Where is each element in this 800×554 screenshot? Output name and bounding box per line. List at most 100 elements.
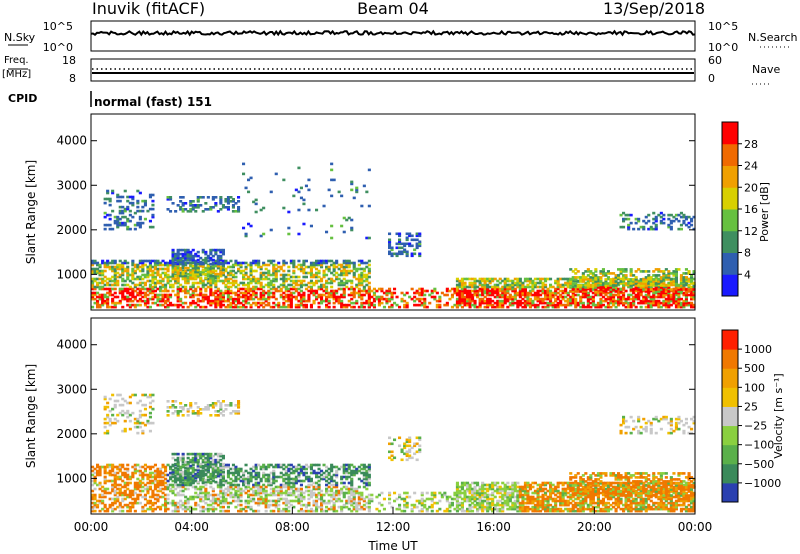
heatmap-cell [340,475,344,479]
heatmap-cell [262,305,266,309]
heatmap-cell [662,284,666,287]
heatmap-cell [619,280,623,283]
heatmap-cell [126,291,130,295]
heatmap-cell [340,263,344,267]
heatmap-cell [438,305,442,309]
heatmap-cell [249,277,253,281]
heatmap-cell [302,299,306,303]
heatmap-cell [632,295,636,299]
heatmap-cell [159,467,163,471]
heatmap-cell [312,273,316,277]
heatmap-cell [219,289,223,293]
heatmap-cell [692,284,696,287]
heatmap-cell [599,270,603,273]
heatmap-cell [209,493,213,497]
heatmap-cell [143,303,147,307]
heatmap-cell [91,501,95,505]
heatmap-cell [649,288,653,291]
heatmap-cell [307,479,311,483]
heatmap-cell [322,289,326,293]
heatmap-cell [254,493,258,497]
heatmap-cell [639,305,643,309]
heatmap-cell [264,291,268,295]
heatmap-cell [654,227,658,231]
heatmap-cell [121,505,125,509]
heatmap-cell [294,275,298,279]
heatmap-cell [531,281,535,285]
heatmap-cell [335,485,339,489]
heatmap-cell [528,293,532,297]
heatmap-cell [669,278,673,281]
heatmap-cell [116,487,120,491]
heatmap-cell [513,297,517,301]
heatmap-cell [287,481,291,485]
heatmap-cell [269,503,273,507]
heatmap-cell [544,279,548,283]
heatmap-cell [531,293,535,297]
heatmap-cell [128,219,132,223]
heatmap-cell [360,289,364,293]
heatmap-cell [664,290,668,293]
heatmap-cell [350,281,354,285]
heatmap-cell [337,287,341,291]
heatmap-cell [191,272,195,276]
heatmap-cell [594,305,598,309]
heatmap-cell [211,301,215,305]
heatmap-cell [445,293,449,297]
heatmap-cell [455,283,459,287]
heatmap-cell [667,223,671,227]
heatmap-cell [342,289,346,293]
heatmap-cell [629,268,633,271]
heatmap-cell [169,465,173,469]
heatmap-cell [367,297,371,301]
heatmap-cell [320,477,324,481]
heatmap-cell [690,288,694,291]
heatmap-cell [224,261,228,265]
heatmap-cell [521,297,525,301]
heatmap-cell [488,297,492,301]
heatmap-cell [559,303,563,307]
heatmap-cell [164,263,168,267]
heatmap-cell [320,277,324,281]
heatmap-cell [539,289,543,293]
heatmap-cell [274,275,278,279]
heatmap-cell [264,479,268,483]
heatmap-cell [277,493,281,497]
heatmap-cell [591,291,595,295]
heatmap-cell [151,203,155,207]
heatmap-cell [634,270,638,273]
heatmap-cell [309,479,313,483]
heatmap-cell [317,285,321,289]
heatmap-cell [513,291,517,295]
heatmap-cell [624,274,628,277]
heatmap-cell [684,295,688,299]
heatmap-cell [176,485,180,489]
heatmap-cell [262,277,266,281]
heatmap-cell [159,281,163,285]
heatmap-cell [682,272,686,275]
heatmap-cell [204,293,208,297]
heatmap-cell [229,305,233,309]
heatmap-cell [262,291,266,295]
heatmap-cell [242,172,246,176]
heatmap-cell [287,477,291,481]
heatmap-cell [649,297,653,301]
heatmap-cell [111,227,115,231]
heatmap-cell [252,475,256,479]
heatmap-cell [148,297,152,301]
heatmap-cell [274,503,278,507]
heatmap-cell [589,270,593,273]
heatmap-cell [249,475,253,479]
heatmap-cell [312,463,316,467]
heatmap-cell [133,471,137,475]
heatmap-cell [143,259,147,263]
heatmap-cell [667,274,671,277]
heatmap-cell [229,495,233,499]
heatmap-cell [224,277,228,281]
heatmap-cell [116,465,120,469]
heatmap-cell [151,193,155,197]
heatmap-cell [274,279,278,283]
heatmap-cell [350,493,354,497]
heatmap-cell [136,463,140,467]
heatmap-cell [206,475,210,479]
